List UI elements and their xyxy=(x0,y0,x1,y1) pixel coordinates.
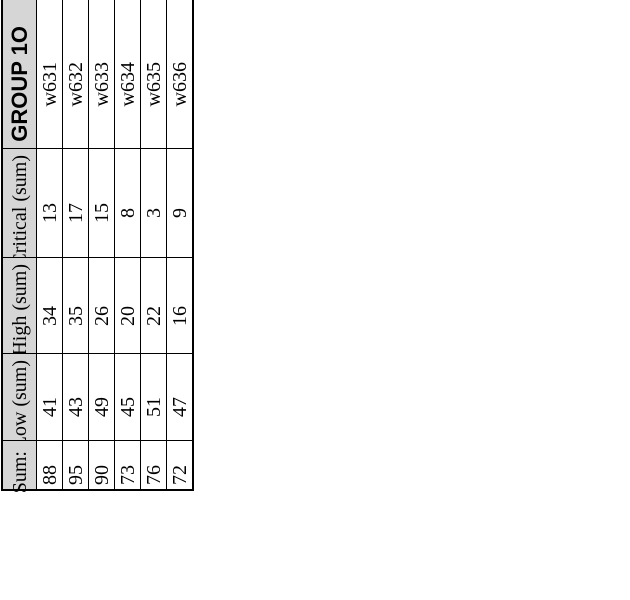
value-cell: 15 xyxy=(89,149,114,257)
value-cell: 35 xyxy=(63,258,88,353)
value-label: 95 xyxy=(64,465,87,485)
value-label: 15 xyxy=(90,203,113,223)
value-label: 34 xyxy=(38,305,61,326)
value-cell: 49 xyxy=(89,354,114,440)
value-cell: 47 xyxy=(167,354,192,440)
value-cell: 90 xyxy=(89,441,114,489)
column-header-cell: w633 xyxy=(89,0,114,148)
column-header-cell: w632 xyxy=(63,0,88,148)
value-cell: 45 xyxy=(115,354,140,440)
value-label: 49 xyxy=(90,397,113,417)
data-table: GROUP 1O w631 w632 w633 w634 w635 w636 C… xyxy=(1,0,194,493)
column-header-label: w631 xyxy=(38,61,61,107)
value-cell: 41 xyxy=(37,354,62,440)
value-cell: 22 xyxy=(141,258,166,353)
value-cell: 8 xyxy=(115,149,140,257)
column-header-cell: w631 xyxy=(37,0,62,148)
value-label: 9 xyxy=(168,208,191,218)
row-header-label: Low (sum) xyxy=(8,360,31,440)
table-title-cell: GROUP 1O xyxy=(3,0,36,148)
row-header-cell: Critical (sum) xyxy=(3,149,36,257)
value-label: 51 xyxy=(142,397,165,417)
row-header-cell: Low (sum) xyxy=(3,354,36,440)
value-label: 20 xyxy=(116,305,139,326)
column-header-cell: w634 xyxy=(115,0,140,148)
value-label: 35 xyxy=(64,305,87,326)
value-cell: 34 xyxy=(37,258,62,353)
value-label: 16 xyxy=(168,305,191,326)
value-label: 72 xyxy=(168,465,191,485)
value-cell: 20 xyxy=(115,258,140,353)
column-header-label: w632 xyxy=(64,61,87,107)
column-header-label: w636 xyxy=(168,61,191,107)
value-label: 22 xyxy=(142,305,165,326)
value-cell: 17 xyxy=(63,149,88,257)
value-cell: 43 xyxy=(63,354,88,440)
row-header-label: Sum: xyxy=(8,451,31,494)
table-title: GROUP 1O xyxy=(6,26,32,142)
value-cell: 26 xyxy=(89,258,114,353)
value-cell: 72 xyxy=(167,441,192,489)
value-cell: 73 xyxy=(115,441,140,489)
row-header-label: Critical (sum) xyxy=(8,155,31,257)
value-label: 47 xyxy=(168,397,191,417)
value-label: 3 xyxy=(142,208,165,218)
value-cell: 16 xyxy=(167,258,192,353)
value-label: 76 xyxy=(142,465,165,485)
value-label: 43 xyxy=(64,397,87,417)
value-cell: 51 xyxy=(141,354,166,440)
value-label: 45 xyxy=(116,397,139,417)
column-header-cell: w635 xyxy=(141,0,166,148)
value-label: 41 xyxy=(38,397,61,417)
row-header-cell: Sum: xyxy=(3,441,36,493)
value-label: 26 xyxy=(90,305,113,326)
column-header-label: w635 xyxy=(142,61,165,107)
column-header-cell: w636 xyxy=(167,0,192,148)
value-cell: 3 xyxy=(141,149,166,257)
column-header-label: w634 xyxy=(116,61,139,107)
value-label: 13 xyxy=(38,203,61,223)
row-header-cell: High (sum) xyxy=(3,258,36,353)
column-header-label: w633 xyxy=(90,61,113,107)
value-cell: 9 xyxy=(167,149,192,257)
value-label: 8 xyxy=(116,208,139,218)
value-label: 88 xyxy=(38,465,61,485)
value-label: 73 xyxy=(116,465,139,485)
value-cell: 76 xyxy=(141,441,166,489)
value-label: 90 xyxy=(90,465,113,485)
value-label: 17 xyxy=(64,203,87,223)
row-header-label: High (sum) xyxy=(8,264,31,353)
value-cell: 13 xyxy=(37,149,62,257)
value-cell: 88 xyxy=(37,441,62,489)
value-cell: 95 xyxy=(63,441,88,489)
